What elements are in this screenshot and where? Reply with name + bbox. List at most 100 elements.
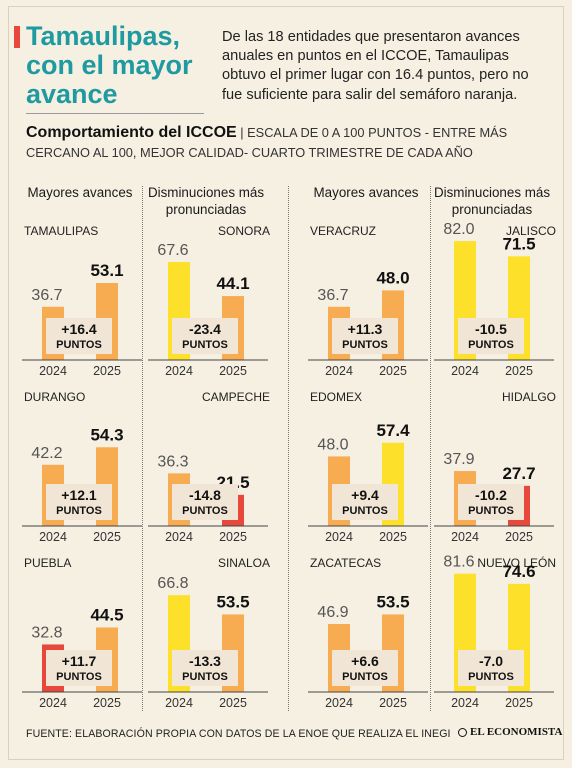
panel-veracruz: VERACRUZ 36.7 2024 48.0 2025 +11.3 PUNTOS [308,222,432,384]
data-label-2024: 36.7 [317,287,348,304]
state-label: JALISCO [506,224,556,238]
state-label: EDOMEX [310,390,362,404]
tick-label-2024: 2024 [165,530,193,544]
change-unit: PUNTOS [56,671,102,683]
data-label-2025: 48.0 [376,268,409,287]
state-label: HIDALGO [502,390,556,404]
panel-chart: HIDALGO 37.9 2024 27.7 2025 -10.2 PUNTOS [434,390,556,544]
change-unit: PUNTOS [468,505,514,517]
panel-chart: ZACATECAS 46.9 2024 53.5 2025 +6.6 PUNTOS [308,556,428,710]
change-unit: PUNTOS [342,505,388,517]
change-value: -10.5 [475,321,507,337]
tick-label-2024: 2024 [451,530,479,544]
change-box [332,318,398,354]
change-unit: PUNTOS [342,339,388,351]
panel-chart: DURANGO 42.2 2024 54.3 2025 +12.1 PUNTOS [22,390,142,544]
state-label: TAMAULIPAS [24,224,98,238]
change-value: -7.0 [479,653,503,669]
state-label: VERACRUZ [310,224,376,238]
tick-label-2024: 2024 [39,696,67,710]
column-divider-2 [288,186,289,711]
change-unit: PUNTOS [182,339,228,351]
data-label-2024: 48.0 [317,436,348,453]
infographic-frame [8,6,564,760]
data-label-2025: 27.7 [502,464,535,483]
data-label-2024: 36.7 [31,287,62,304]
change-box [332,650,398,686]
panel-nuevo-le-n: NUEVO LEÓN 81.6 2024 74.6 2025 -7.0 PUNTOS [434,554,558,716]
chart-subtitle: Comportamiento del ICCOE | ESCALA DE 0 A… [26,123,556,163]
state-label: NUEVO LEÓN [477,555,556,570]
change-box [172,318,238,354]
tick-label-2025: 2025 [505,530,533,544]
panel-sinaloa: SINALOA 66.8 2024 53.5 2025 -13.3 PUNTOS [148,554,272,716]
panel-chart: JALISCO 82.0 2024 71.5 2025 -10.5 PUNTOS [434,222,556,378]
change-value: +11.7 [62,653,97,669]
panel-chart: EDOMEX 48.0 2024 57.4 2025 +9.4 PUNTOS [308,390,428,544]
change-box [458,484,524,520]
change-box [458,318,524,354]
tick-label-2025: 2025 [505,696,533,710]
tick-label-2025: 2025 [379,530,407,544]
panel-chart: SONORA 67.6 2024 44.1 2025 -23.4 PUNTOS [148,224,270,378]
subtitle-separator: | [236,125,248,140]
title-accent-bar [14,26,20,48]
data-label-2024: 36.3 [157,453,188,470]
data-label-2025: 53.1 [90,261,123,280]
tick-label-2024: 2024 [39,530,67,544]
data-label-2025: 44.1 [216,274,249,293]
panel-tamaulipas: TAMAULIPAS 36.7 2024 53.1 2025 +16.4 PUNTOS [22,222,146,384]
data-label-2025: 53.5 [376,592,409,611]
tick-label-2024: 2024 [451,364,479,378]
column-head-1: Mayores avances [27,185,133,200]
data-label-2024: 32.8 [31,624,62,641]
tick-label-2024: 2024 [325,696,353,710]
state-label: SINALOA [218,556,270,570]
panel-zacatecas: ZACATECAS 46.9 2024 53.5 2025 +6.6 PUNTOS [308,554,432,716]
change-value: +6.6 [351,653,379,669]
tick-label-2025: 2025 [219,530,247,544]
change-unit: PUNTOS [182,505,228,517]
subtitle-bold: Comportamiento del ICCOE [26,124,237,141]
change-value: +9.4 [351,487,379,503]
change-value: -10.2 [475,487,507,503]
change-value: +16.4 [61,321,97,337]
panel-chart: TAMAULIPAS 36.7 2024 53.1 2025 +16.4 PUNTOS [22,224,142,378]
state-label: PUEBLA [24,556,71,570]
change-box [332,484,398,520]
tick-label-2025: 2025 [379,364,407,378]
tick-label-2024: 2024 [451,696,479,710]
data-label-2025: 44.5 [90,605,123,624]
panel-jalisco: JALISCO 82.0 2024 71.5 2025 -10.5 PUNTOS [434,222,558,384]
state-label: SONORA [218,224,270,238]
tick-label-2024: 2024 [165,696,193,710]
tick-label-2025: 2025 [505,364,533,378]
column-divider-1 [142,186,143,711]
tick-label-2024: 2024 [325,530,353,544]
tick-label-2025: 2025 [219,696,247,710]
change-unit: PUNTOS [468,671,514,683]
change-unit: PUNTOS [182,671,228,683]
brand-icon [458,727,467,737]
state-label: DURANGO [24,390,85,404]
data-label-2024: 82.0 [443,222,474,238]
change-value: -23.4 [189,321,221,337]
data-label-2024: 67.6 [157,242,188,259]
tick-label-2024: 2024 [39,364,67,378]
panel-durango: DURANGO 42.2 2024 54.3 2025 +12.1 PUNTOS [22,388,146,550]
panel-edomex: EDOMEX 48.0 2024 57.4 2025 +9.4 PUNTOS [308,388,432,550]
change-box [46,650,112,686]
title-divider [26,113,204,114]
subtitle-description: ESCALA DE 0 A 100 PUNTOS - ENTRE MÁS CER… [26,125,508,160]
change-unit: PUNTOS [342,671,388,683]
panel-chart: SINALOA 66.8 2024 53.5 2025 -13.3 PUNTOS [148,556,270,710]
change-box [458,650,524,686]
panel-sonora: SONORA 67.6 2024 44.1 2025 -23.4 PUNTOS [148,222,272,384]
state-label: CAMPECHE [202,390,270,404]
data-label-2024: 66.8 [157,575,188,592]
data-label-2025: 71.5 [502,234,535,253]
column-divider-3 [430,186,431,711]
data-label-2025: 74.6 [502,562,535,581]
